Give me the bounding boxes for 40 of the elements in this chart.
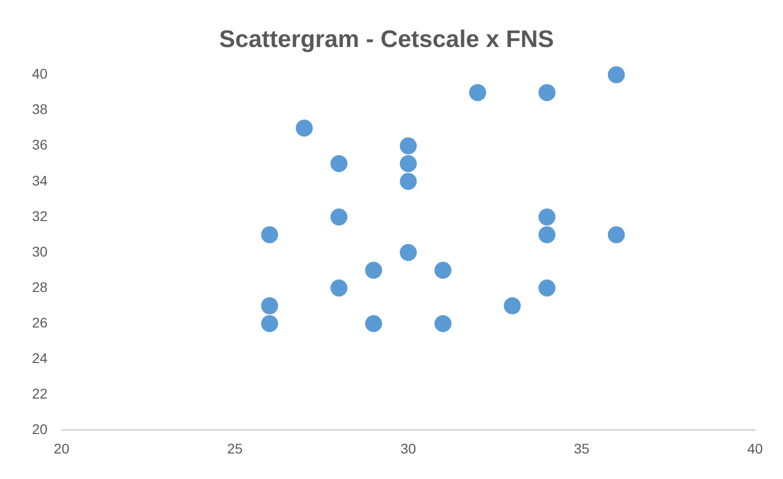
point [538, 226, 556, 244]
point [538, 208, 556, 226]
y-tick-label: 20 [32, 421, 48, 438]
point [261, 297, 278, 314]
point [469, 84, 486, 102]
point [400, 244, 417, 261]
point [434, 262, 452, 279]
point [608, 66, 625, 84]
y-tick-label: 28 [32, 278, 48, 295]
y-tick-label: 36 [32, 136, 48, 153]
point [400, 172, 417, 190]
y-tick-label: 22 [32, 386, 48, 402]
point [330, 208, 348, 226]
point [365, 262, 382, 279]
x-tick-label: 20 [54, 440, 70, 456]
x-tick-label: 25 [227, 440, 243, 456]
point [504, 297, 521, 314]
x-tick-label: 40 [747, 440, 763, 456]
point [608, 226, 625, 244]
y-tick-label: 38 [32, 101, 48, 118]
y-tick-label: 32 [32, 208, 48, 224]
chart-title: Scattergram - Cetscale x FNS [219, 26, 554, 54]
y-tick-label: 24 [32, 350, 48, 366]
point [538, 280, 556, 297]
point [261, 226, 278, 244]
y-tick-label: 40 [32, 66, 48, 82]
point [365, 315, 382, 332]
point [434, 315, 452, 332]
point [400, 137, 417, 154]
y-tick-label: 34 [32, 172, 48, 188]
point [330, 155, 348, 172]
x-tick-label: 35 [574, 440, 590, 456]
y-tick-label: 26 [32, 314, 48, 330]
y-tick-label: 30 [32, 243, 48, 260]
point [261, 315, 278, 332]
point [296, 120, 313, 137]
x-tick-label: 30 [400, 440, 416, 456]
point [400, 155, 417, 172]
point [538, 84, 556, 102]
point [330, 280, 348, 297]
